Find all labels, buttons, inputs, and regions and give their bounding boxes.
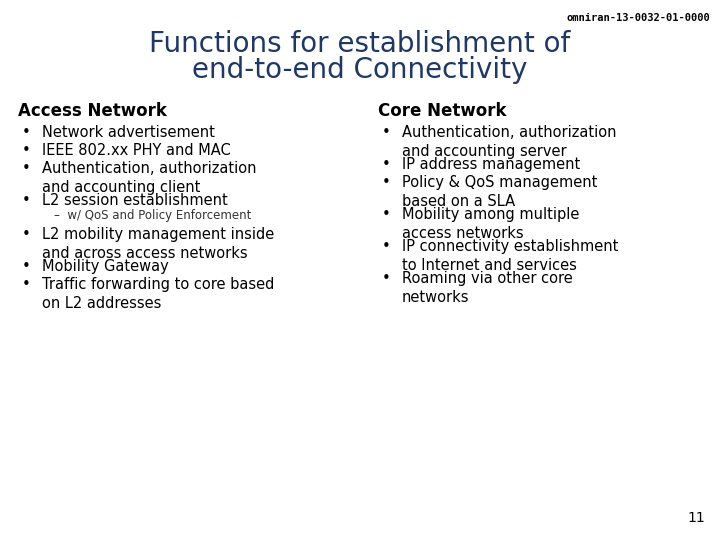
Text: Access Network: Access Network [18, 102, 167, 120]
Text: Core Network: Core Network [378, 102, 506, 120]
Text: •: • [22, 143, 31, 158]
Text: •: • [22, 161, 31, 176]
Text: •: • [22, 259, 31, 274]
Text: IEEE 802.xx PHY and MAC: IEEE 802.xx PHY and MAC [42, 143, 230, 158]
Text: Policy & QoS management
based on a SLA: Policy & QoS management based on a SLA [402, 175, 598, 208]
Text: •: • [382, 207, 391, 222]
Text: •: • [22, 125, 31, 140]
Text: Authentication, authorization
and accounting server: Authentication, authorization and accoun… [402, 125, 616, 159]
Text: end-to-end Connectivity: end-to-end Connectivity [192, 56, 528, 84]
Text: Traffic forwarding to core based
on L2 addresses: Traffic forwarding to core based on L2 a… [42, 277, 274, 310]
Text: IP address management: IP address management [402, 157, 580, 172]
Text: •: • [382, 157, 391, 172]
Text: 11: 11 [688, 511, 705, 525]
Text: •: • [382, 125, 391, 140]
Text: omniran-13-0032-01-0000: omniran-13-0032-01-0000 [566, 13, 710, 23]
Text: –  w/ QoS and Policy Enforcement: – w/ QoS and Policy Enforcement [54, 209, 251, 222]
Text: Network advertisement: Network advertisement [42, 125, 215, 140]
Text: Mobility among multiple
access networks: Mobility among multiple access networks [402, 207, 580, 241]
Text: •: • [382, 239, 391, 254]
Text: •: • [382, 271, 391, 286]
Text: Authentication, authorization
and accounting client: Authentication, authorization and accoun… [42, 161, 256, 194]
Text: Roaming via other core
networks: Roaming via other core networks [402, 271, 572, 305]
Text: L2 mobility management inside
and across access networks: L2 mobility management inside and across… [42, 227, 274, 261]
Text: IP connectivity establishment
to Internet and services: IP connectivity establishment to Interne… [402, 239, 618, 273]
Text: L2 session establishment: L2 session establishment [42, 193, 228, 208]
Text: •: • [22, 277, 31, 292]
Text: •: • [22, 227, 31, 242]
Text: Mobility Gateway: Mobility Gateway [42, 259, 168, 274]
Text: Functions for establishment of: Functions for establishment of [149, 30, 571, 58]
Text: •: • [382, 175, 391, 190]
Text: •: • [22, 193, 31, 208]
